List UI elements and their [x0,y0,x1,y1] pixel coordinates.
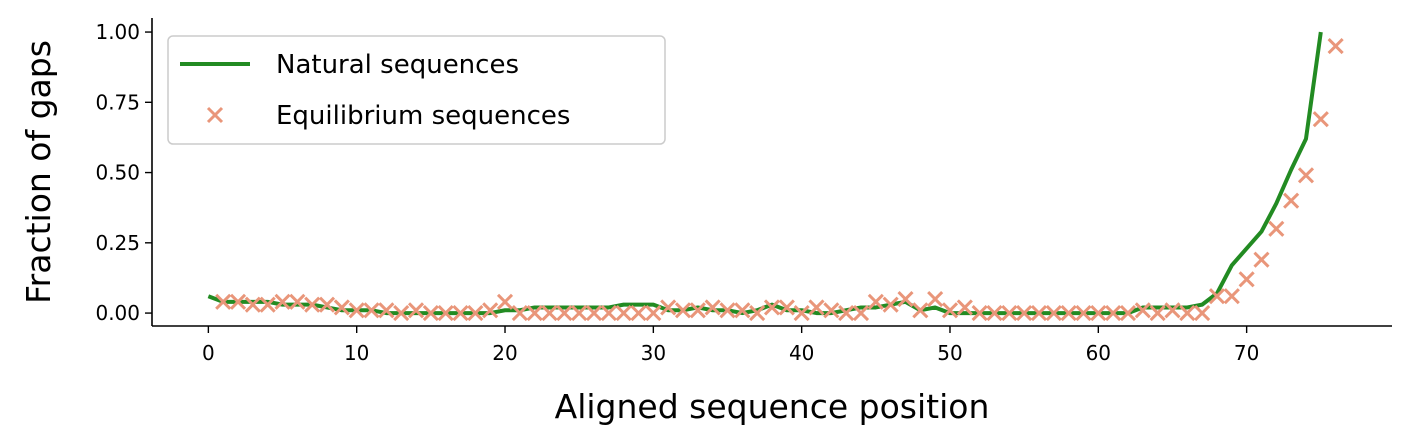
scatter-point [1105,305,1122,322]
scatter-point [1223,288,1240,305]
x-tick-label: 50 [937,341,962,365]
scatter-point [689,302,706,319]
scatter-point [437,305,454,322]
x-tick-label: 10 [344,341,369,365]
scatter-point [852,305,870,322]
x-axis-label: Aligned sequence position [555,387,990,426]
scatter-point [274,293,291,310]
scatter-point [1283,192,1300,209]
x-tick-label: 0 [202,341,215,365]
x-tick-label: 30 [641,341,666,365]
y-axis-label: Fraction of gaps [19,40,58,304]
scatter-point [393,305,410,322]
legend-box [167,35,666,145]
scatter-point [867,293,884,310]
scatter-point [1134,302,1151,319]
scatter-point [971,305,988,322]
scatter-point [1090,305,1107,322]
scatter-point [1268,220,1285,237]
scatter-point [1119,305,1137,322]
scatter-point [763,299,781,316]
scatter-point [259,296,276,313]
y-tick-label: 1.00 [95,20,140,44]
scatter-point [482,302,499,319]
scatter-point [615,305,632,322]
y-tick-label: 0.50 [95,161,140,185]
scatter-point [808,299,825,316]
scatter-point [1030,305,1048,322]
scatter-point [1238,271,1255,288]
scatter-point [1001,305,1018,322]
scatter-point [571,305,588,322]
scatter-point [585,305,603,322]
scatter-point [304,296,321,313]
scatter-point [378,302,395,319]
scatter-point [541,305,558,322]
y-tick-label: 0.25 [95,231,140,255]
scatter-point [823,302,840,319]
scatter-point [1297,167,1315,184]
scatter-point [452,305,469,322]
scatter-point [244,296,261,313]
scatter-point [1208,288,1226,305]
scatter-point [1194,305,1211,322]
y-tick-label: 0.00 [95,301,140,325]
scatter-point [229,293,247,310]
scatter-point [1149,305,1166,322]
scatter-point [749,305,766,322]
scatter-point [660,299,677,316]
scatter-point [1164,302,1181,319]
scatter-point [526,305,543,322]
scatter-point [838,305,855,322]
scatter-point [556,305,573,322]
y-tick-label: 0.75 [95,90,140,114]
x-tick-label: 20 [492,341,517,365]
scatter-point [1179,305,1196,322]
scatter-point [1075,305,1092,322]
x-tick-label: 60 [1086,341,1111,365]
scatter-point [704,299,721,316]
scatter-point [778,299,795,316]
scatter-point [1016,305,1033,322]
scatter-point [1045,305,1062,322]
scatter-point [333,299,350,316]
scatter-point [496,293,514,310]
scatter-point [1312,111,1329,128]
scatter-point [289,293,306,310]
x-tick-label: 40 [789,341,814,365]
x-tick-label: 70 [1234,341,1259,365]
scatter-point [511,305,528,322]
scatter-point [407,302,425,319]
scatter-point [674,302,692,319]
scatter-point [912,302,929,319]
scatter-point [719,302,736,319]
legend-marker [206,106,224,124]
scatter-point [793,305,810,322]
scatter-point [318,296,336,313]
scatter-point [630,305,647,322]
scatter-point [467,305,484,322]
scatter-point [734,302,751,319]
scatter-point [600,305,617,322]
scatter-point [645,305,662,322]
scatter-point [941,302,959,319]
scatter-point [363,302,380,319]
scatter-point [956,299,973,316]
scatter-point [986,305,1003,322]
scatter-point [1253,251,1270,268]
scatter-point [1327,38,1344,55]
legend-label: Equilibrium sequences [276,101,570,131]
scatter-point [927,290,944,308]
scatter-point [348,302,365,319]
scatter-point [215,293,232,310]
scatter-point [1060,305,1077,322]
scatter-point [897,290,914,308]
scatter-point [422,305,439,322]
scatter-point [882,296,899,313]
legend-label: Natural sequences [276,50,519,80]
